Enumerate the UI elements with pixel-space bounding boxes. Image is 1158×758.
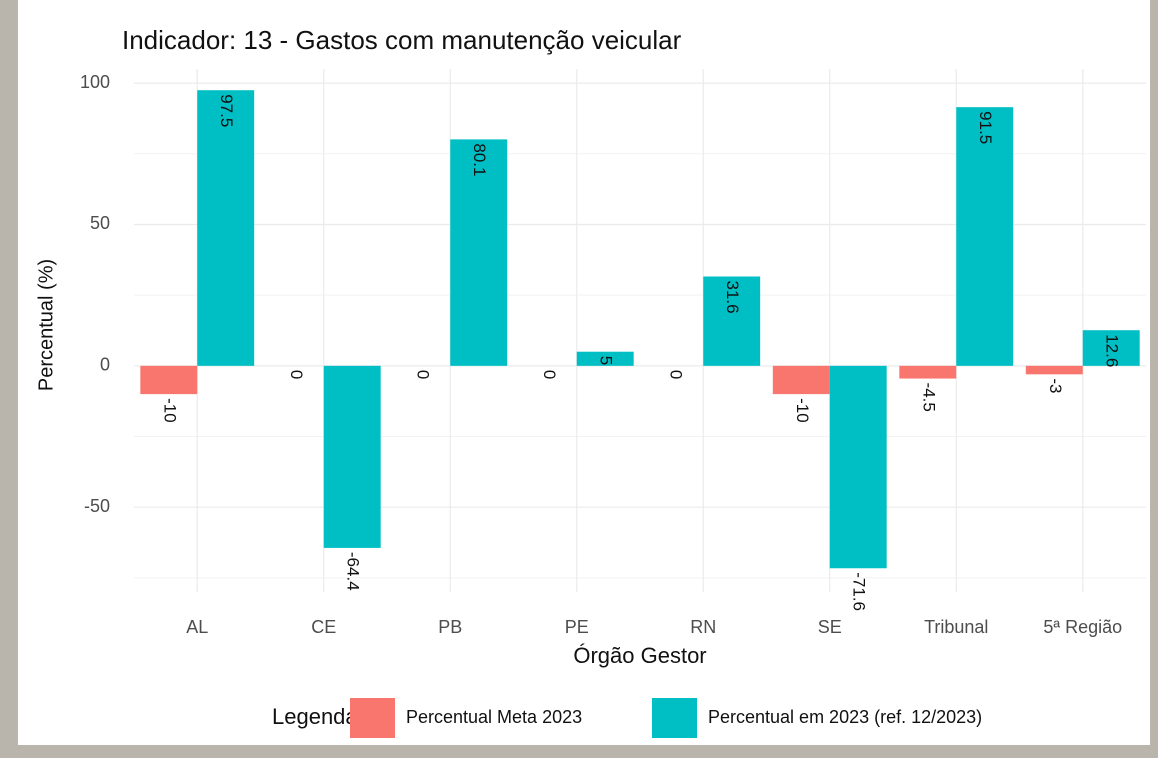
bar bbox=[1082, 330, 1140, 366]
x-tick-label: PB bbox=[438, 617, 462, 637]
x-tick-label: 5ª Região bbox=[1043, 617, 1122, 637]
bar bbox=[899, 365, 957, 379]
data-label: 31.6 bbox=[723, 281, 742, 314]
data-label: 12.6 bbox=[1103, 334, 1122, 367]
legend-swatch bbox=[652, 698, 697, 738]
x-tick-label: PE bbox=[565, 617, 589, 637]
x-tick-label: CE bbox=[311, 617, 336, 637]
bar bbox=[197, 90, 255, 366]
x-tick-label: SE bbox=[818, 617, 842, 637]
legend-label: Percentual Meta 2023 bbox=[406, 707, 582, 727]
y-tick-label: 50 bbox=[90, 213, 110, 233]
data-label: 0 bbox=[413, 370, 432, 379]
x-tick-label: AL bbox=[186, 617, 208, 637]
bar bbox=[140, 365, 198, 395]
data-label: -10 bbox=[793, 398, 812, 423]
data-label: -10 bbox=[160, 398, 179, 423]
chart-title: Indicador: 13 - Gastos com manutenção ve… bbox=[122, 25, 682, 55]
data-label: 91.5 bbox=[976, 111, 995, 144]
y-axis-title: Percentual (%) bbox=[35, 259, 57, 391]
bar bbox=[703, 276, 761, 366]
bar bbox=[323, 365, 381, 548]
data-label: -64.4 bbox=[344, 552, 363, 591]
data-label: 80.1 bbox=[470, 143, 489, 176]
data-label: 0 bbox=[666, 370, 685, 379]
data-label: 0 bbox=[287, 370, 306, 379]
data-label: 97.5 bbox=[217, 94, 236, 127]
data-label: -4.5 bbox=[919, 383, 938, 412]
bar bbox=[450, 139, 508, 366]
bar bbox=[772, 365, 830, 395]
y-tick-label: -50 bbox=[84, 496, 110, 516]
legend-label: Percentual em 2023 (ref. 12/2023) bbox=[708, 707, 982, 727]
data-label: -3 bbox=[1046, 378, 1065, 393]
data-label: 0 bbox=[540, 370, 559, 379]
x-tick-label: Tribunal bbox=[924, 617, 988, 637]
bar bbox=[956, 107, 1014, 366]
y-tick-label: 0 bbox=[100, 355, 110, 375]
legend-title: Legenda bbox=[272, 704, 358, 729]
data-label: -71.6 bbox=[850, 572, 869, 611]
bar bbox=[576, 351, 634, 366]
legend-swatch bbox=[350, 698, 395, 738]
x-tick-label: RN bbox=[690, 617, 716, 637]
x-axis-title: Órgão Gestor bbox=[573, 643, 706, 668]
bar bbox=[829, 365, 887, 569]
bar bbox=[1025, 365, 1083, 375]
y-tick-label: 100 bbox=[80, 72, 110, 92]
data-label: 5 bbox=[597, 356, 616, 365]
